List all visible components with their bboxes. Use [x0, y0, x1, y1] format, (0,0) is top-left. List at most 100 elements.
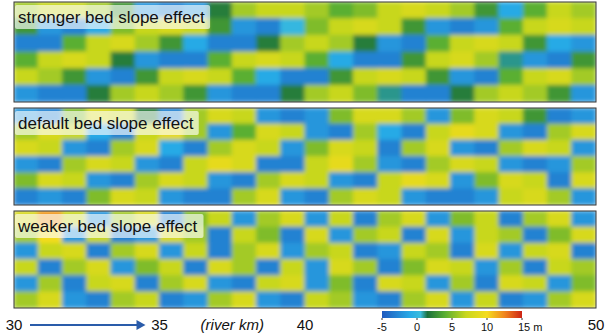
cell	[183, 35, 208, 53]
cell	[571, 52, 596, 70]
cell	[353, 243, 378, 260]
cell	[499, 211, 524, 228]
cell	[402, 68, 427, 86]
cell	[280, 140, 305, 157]
cell	[547, 243, 572, 260]
cell	[450, 291, 475, 308]
cell	[280, 227, 305, 244]
cell	[38, 85, 63, 102]
cell	[232, 124, 257, 141]
cell	[329, 156, 354, 173]
cell	[232, 291, 257, 308]
cell	[135, 52, 160, 70]
cell	[329, 85, 354, 102]
cell	[232, 188, 257, 205]
cell	[111, 52, 136, 70]
cell	[183, 188, 208, 205]
cell	[402, 275, 427, 292]
cell	[14, 140, 39, 157]
cell	[377, 243, 402, 260]
cell	[450, 52, 475, 70]
cell	[305, 188, 330, 205]
cell	[426, 18, 451, 36]
cell	[450, 156, 475, 173]
cell	[450, 140, 475, 157]
arrow-head	[137, 320, 146, 330]
cell	[280, 85, 305, 102]
cell	[62, 291, 87, 308]
cell	[402, 259, 427, 276]
cell	[329, 68, 354, 86]
cell	[474, 275, 499, 292]
cell	[329, 2, 354, 19]
cell	[256, 172, 281, 189]
cell	[499, 243, 524, 260]
cell	[62, 35, 87, 53]
cell	[329, 291, 354, 308]
cell	[159, 156, 184, 173]
colorbar-tick-label: -5	[377, 321, 387, 333]
cell	[305, 68, 330, 86]
cell	[86, 259, 111, 276]
cell	[474, 227, 499, 244]
cells	[14, 211, 596, 308]
cell	[353, 227, 378, 244]
cell	[62, 68, 87, 86]
cell	[305, 259, 330, 276]
cell	[232, 52, 257, 70]
cell	[547, 52, 572, 70]
cell	[450, 68, 475, 86]
cell	[426, 243, 451, 260]
cell	[547, 227, 572, 244]
cell	[135, 68, 160, 86]
cell	[474, 35, 499, 53]
cell	[208, 172, 233, 189]
cell	[305, 108, 330, 125]
cell	[426, 35, 451, 53]
label-box	[15, 111, 199, 135]
cell	[256, 291, 281, 308]
cell	[280, 275, 305, 292]
cell	[14, 52, 39, 70]
cell	[474, 124, 499, 141]
cell	[353, 172, 378, 189]
cell	[135, 291, 160, 308]
cell	[232, 211, 257, 228]
cell	[232, 275, 257, 292]
cell	[523, 291, 548, 308]
cell	[232, 227, 257, 244]
cell	[571, 35, 596, 53]
cell	[305, 2, 330, 19]
cell	[14, 291, 39, 308]
cell	[38, 259, 63, 276]
cell	[450, 35, 475, 53]
cell	[571, 188, 596, 205]
x-tick-label: 50	[588, 316, 605, 333]
cell	[547, 35, 572, 53]
cell	[523, 85, 548, 102]
cell	[499, 2, 524, 19]
cell	[183, 85, 208, 102]
cell	[547, 140, 572, 157]
cell	[474, 140, 499, 157]
cell	[305, 275, 330, 292]
cell	[547, 291, 572, 308]
cell	[232, 156, 257, 173]
x-tick-label: 30	[6, 316, 23, 333]
cell	[474, 243, 499, 260]
cell	[547, 124, 572, 141]
cell	[256, 140, 281, 157]
cell	[499, 188, 524, 205]
cell	[402, 156, 427, 173]
cell	[62, 188, 87, 205]
cell	[135, 243, 160, 260]
cell	[426, 124, 451, 141]
colorbar-tick	[522, 318, 523, 320]
cell	[450, 172, 475, 189]
cell	[256, 275, 281, 292]
figure: stronger bed slope effectdefault bed slo…	[0, 0, 610, 335]
cell	[256, 211, 281, 228]
cell	[474, 18, 499, 36]
cell	[329, 35, 354, 53]
cells	[14, 2, 596, 102]
